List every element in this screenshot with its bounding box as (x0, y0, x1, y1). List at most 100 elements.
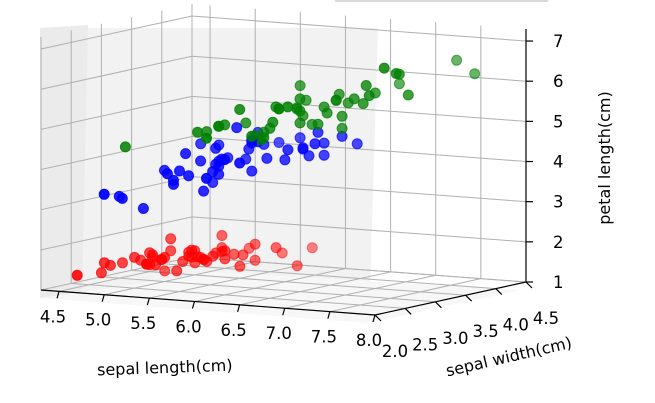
data-point (116, 192, 128, 204)
grid-line-z-back (191, 256, 527, 283)
grid-line-z-side (40, 15, 193, 50)
y-tick-label: 2.5 (412, 335, 438, 354)
grid-line-x-floor (284, 274, 436, 309)
data-point (186, 244, 198, 256)
data-point (261, 152, 273, 164)
floor-pane (40, 272, 520, 323)
ticks: 4.5 5.0 5.5 6.0 6.5 7.0 7.5 8.02.0 2.5 3.0 3.5 4.0 4… (40, 32, 564, 361)
x-tick-mark (327, 311, 331, 319)
axes (40, 29, 527, 316)
data-point (240, 117, 252, 129)
data-point (294, 105, 306, 117)
data-point (119, 141, 131, 153)
data-point (270, 242, 282, 254)
data-point (357, 98, 369, 110)
data-point (98, 188, 110, 200)
data-point (318, 149, 330, 161)
x-tick-mark (101, 294, 105, 302)
data-point (402, 89, 414, 101)
x-tick-mark (146, 297, 150, 306)
x-axis-label: sepal length(cm) (97, 356, 233, 380)
grid-line-z-side (40, 216, 193, 251)
data-point (141, 258, 152, 270)
x-tick-mark (282, 308, 286, 316)
data-point (273, 137, 285, 148)
data-point (237, 249, 249, 261)
x-tick-label: 5.0 (85, 311, 111, 330)
data-point (210, 142, 222, 154)
grid-line-y-floor (101, 276, 436, 303)
back-pane-y (40, 25, 88, 298)
grid-line-z-back (191, 15, 527, 42)
data-point (159, 265, 171, 277)
x-tick-label: 6.0 (175, 317, 201, 336)
data-point (192, 251, 204, 263)
data-point (180, 148, 192, 160)
data-point (161, 168, 173, 180)
x-tick-label: 7.5 (311, 328, 337, 347)
data-point (273, 103, 285, 115)
grid-line-z-back (191, 176, 527, 203)
grid-line-y-floor (161, 263, 496, 290)
data-point (294, 80, 306, 92)
grid-line-z-side (40, 136, 193, 171)
data-point (318, 137, 330, 149)
y-tick-mark (525, 281, 533, 289)
data-point (219, 253, 231, 265)
z-tick-label: 6 (553, 72, 564, 91)
data-point (363, 90, 375, 102)
z-tick-label: 1 (553, 273, 564, 292)
data-point (333, 88, 345, 100)
data-point (234, 157, 246, 169)
data-point (469, 68, 481, 80)
data-point (150, 259, 162, 271)
x-tick-label: 6.5 (220, 321, 246, 340)
data-point (336, 122, 348, 134)
data-point (294, 93, 306, 105)
x-tick-mark (191, 301, 196, 309)
data-point (117, 257, 128, 269)
y-tick-label: 4.5 (533, 309, 559, 328)
data-point (71, 269, 83, 281)
data-point (147, 249, 159, 261)
data-point (198, 185, 210, 197)
x-tick-mark (237, 304, 241, 313)
z-tick-label: 2 (553, 233, 564, 252)
x-tick-mark (372, 314, 376, 323)
data-point (201, 172, 212, 184)
data-point (95, 267, 107, 279)
y-tick-label: 2.0 (382, 342, 408, 361)
grid-line-x-floor (194, 267, 346, 302)
grid-line-z-side (40, 95, 193, 130)
data-point (267, 116, 279, 128)
y-tick-label: 3.0 (442, 329, 468, 348)
data-point (192, 126, 204, 138)
data-point (129, 251, 140, 263)
grid-line-z-back (191, 95, 527, 122)
grid-line-z-side (40, 256, 193, 291)
grid-line-y-floor (131, 269, 466, 296)
y-tick-mark (374, 314, 382, 322)
data-point (219, 154, 231, 166)
y-tick-mark (404, 307, 412, 315)
data-point (282, 101, 294, 113)
data-point (351, 138, 363, 150)
data-point (294, 117, 306, 129)
grid-line-x-floor (149, 264, 301, 299)
data-point (234, 104, 246, 115)
data-point (246, 130, 258, 142)
data-point (234, 260, 246, 272)
data-point (348, 93, 360, 105)
data-point (451, 54, 463, 66)
data-point (137, 203, 149, 214)
data-point (306, 242, 318, 254)
data-point (294, 132, 306, 144)
y-tick-label: 3.5 (472, 322, 498, 341)
z-tick-label: 3 (553, 193, 564, 212)
data-point (279, 154, 291, 166)
data-point (168, 178, 179, 190)
data-point (183, 170, 195, 182)
data-point (231, 122, 243, 134)
data-point (174, 165, 185, 177)
data-point (177, 256, 189, 267)
